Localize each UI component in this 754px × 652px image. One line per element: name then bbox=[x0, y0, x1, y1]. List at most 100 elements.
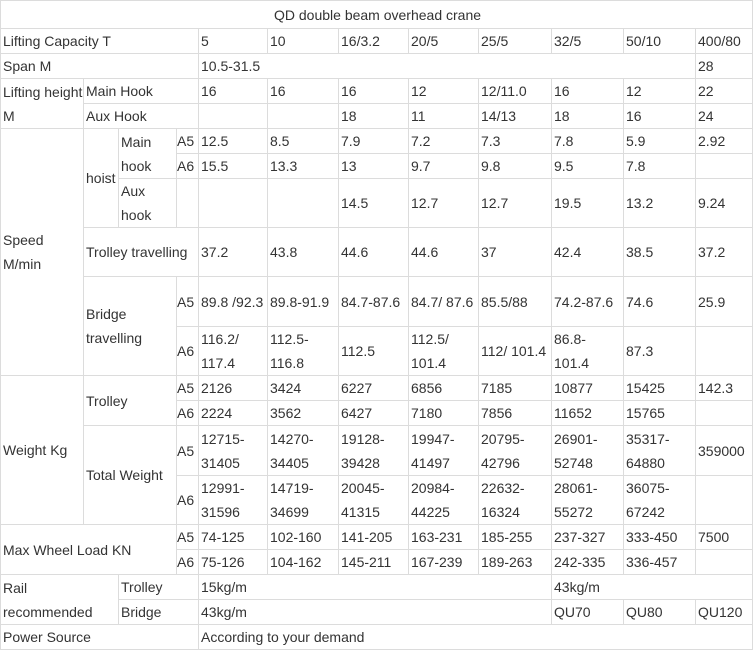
value-cell: 2126 bbox=[198, 375, 268, 401]
trolley-weight-label: Trolley bbox=[83, 375, 177, 426]
value-cell bbox=[694, 475, 754, 525]
grade-a5: A5 bbox=[176, 425, 199, 476]
span-range: 10.5-31.5 bbox=[198, 53, 696, 79]
value-cell: 16 bbox=[551, 78, 624, 104]
value-cell bbox=[267, 103, 339, 129]
value-cell: 20045- 41315 bbox=[338, 475, 409, 525]
value-cell: 15765 bbox=[623, 400, 696, 426]
empty-cell bbox=[176, 178, 199, 228]
value-cell: 185-255 bbox=[478, 524, 552, 550]
value-cell: 12.7 bbox=[408, 178, 479, 228]
table-row: Max Wheel Load KN A5 74-125 102-160 141-205 1… bbox=[0, 524, 754, 575]
value-cell: 7500 bbox=[694, 524, 754, 550]
value-cell: 12715- 31405 bbox=[198, 425, 268, 476]
value-cell: 18 bbox=[338, 103, 409, 129]
capacity-value: 50/10 bbox=[623, 28, 696, 54]
grade-a5: A5 bbox=[176, 276, 199, 327]
table-title: QD double beam overhead crane bbox=[0, 0, 754, 29]
value-cell: 11 bbox=[408, 103, 479, 129]
value-cell: 13.3 bbox=[267, 153, 339, 179]
value-cell: 74-125 bbox=[198, 524, 268, 550]
value-cell: 242-335 bbox=[551, 549, 624, 575]
value-cell: 43.8 bbox=[267, 227, 339, 277]
table-row: QD double beam overhead crane bbox=[0, 0, 754, 29]
value-cell: 19947- 41497 bbox=[408, 425, 479, 476]
value-cell: 7856 bbox=[478, 400, 552, 426]
value-cell: 12.7 bbox=[478, 178, 552, 228]
grade-a6: A6 bbox=[176, 475, 199, 525]
value-cell: 15.5 bbox=[198, 153, 268, 179]
value-cell: 86.8- 101.4 bbox=[551, 326, 624, 376]
rail-trolley-small: 15kg/m bbox=[198, 574, 552, 600]
rail-bridge-value: QU70 bbox=[551, 599, 624, 625]
value-cell: 336-457 bbox=[623, 549, 696, 575]
value-cell: 28061- 55272 bbox=[551, 475, 624, 525]
capacity-value: 25/5 bbox=[478, 28, 552, 54]
table-row: Bridge travelling A5 89.8 /92.3 89.8-91.9 84… bbox=[1, 276, 754, 376]
value-cell: 74.2-87.6 bbox=[551, 276, 624, 327]
value-cell: 22 bbox=[694, 78, 754, 104]
value-cell bbox=[694, 549, 754, 575]
value-cell: 16 bbox=[338, 78, 409, 104]
value-cell: 141-205 bbox=[338, 524, 409, 550]
value-cell: 19128- 39428 bbox=[338, 425, 409, 476]
value-cell: 14/13 bbox=[478, 103, 552, 129]
value-cell: 333-450 bbox=[623, 524, 696, 550]
hoist-label: hoist bbox=[83, 128, 119, 228]
value-cell bbox=[694, 400, 754, 426]
value-cell: 20984- 44225 bbox=[408, 475, 479, 525]
value-cell: 12/11.0 bbox=[478, 78, 552, 104]
table-row: Speed M/min hoist Main hook A5 12.5 8.5 7.9 7.2… bbox=[0, 128, 754, 376]
value-cell bbox=[694, 153, 754, 179]
hoist-main-hook-label: Main hook bbox=[118, 128, 177, 179]
value-cell: 112.5- 116.8 bbox=[267, 326, 339, 376]
value-cell: 18 bbox=[551, 103, 624, 129]
value-cell: 359000 bbox=[694, 425, 754, 476]
value-cell: 10877 bbox=[551, 375, 624, 401]
value-cell: 12 bbox=[408, 78, 479, 104]
value-cell: 2224 bbox=[198, 400, 268, 426]
value-cell: 5.9 bbox=[623, 128, 696, 154]
rail-bridge-value: QU80 bbox=[623, 599, 696, 625]
value-cell: 13 bbox=[338, 153, 409, 179]
value-cell: 37 bbox=[478, 227, 552, 277]
value-cell: 74.6 bbox=[623, 276, 696, 327]
value-cell: 44.6 bbox=[408, 227, 479, 277]
span-label: Span M bbox=[0, 53, 199, 79]
table-row: Power Source According to your demand bbox=[0, 624, 754, 650]
table-row: A6 2224 3562 6427 7180 7856 11652 15765 bbox=[1, 400, 754, 426]
value-cell: 3562 bbox=[267, 400, 339, 426]
capacity-label: Lifting Capacity T bbox=[0, 28, 199, 54]
value-cell: 112.5 bbox=[338, 326, 409, 376]
value-cell: 15425 bbox=[623, 375, 696, 401]
value-cell: 37.2 bbox=[198, 227, 268, 277]
value-cell: 6227 bbox=[338, 375, 409, 401]
table-row: Lifting Capacity T 5 10 16/3.2 20/5 25/5 32/5 5… bbox=[0, 28, 754, 54]
value-cell: 102-160 bbox=[267, 524, 339, 550]
rail-bridge-value: QU120 bbox=[694, 599, 754, 625]
value-cell: 26901- 52748 bbox=[551, 425, 624, 476]
rail-bridge-label: Bridge bbox=[118, 599, 199, 625]
value-cell: 7.8 bbox=[623, 153, 696, 179]
value-cell: 189-263 bbox=[478, 549, 552, 575]
value-cell: 25.9 bbox=[694, 276, 754, 327]
table-row: Lifting height M Main Hook 16 16 16 12 12/11.0… bbox=[0, 78, 754, 129]
value-cell: 237-327 bbox=[551, 524, 624, 550]
value-cell: 20795- 42796 bbox=[478, 425, 552, 476]
value-cell: 167-239 bbox=[408, 549, 479, 575]
trolley-travelling-label: Trolley travelling bbox=[83, 227, 199, 277]
bridge-travelling-label: Bridge travelling bbox=[83, 276, 177, 376]
value-cell: 12 bbox=[623, 78, 696, 104]
capacity-value: 400/80 bbox=[694, 28, 754, 54]
hoist-aux-hook-label: Aux hook bbox=[118, 178, 177, 228]
value-cell: 14.5 bbox=[338, 178, 409, 228]
grade-a6: A6 bbox=[176, 400, 199, 426]
value-cell: 16 bbox=[198, 78, 268, 104]
value-cell: 75-126 bbox=[198, 549, 268, 575]
table-row: Span M 10.5-31.5 28 bbox=[0, 53, 754, 79]
value-cell bbox=[694, 326, 754, 376]
value-cell: 7.2 bbox=[408, 128, 479, 154]
capacity-value: 5 bbox=[198, 28, 268, 54]
value-cell: 3424 bbox=[267, 375, 339, 401]
